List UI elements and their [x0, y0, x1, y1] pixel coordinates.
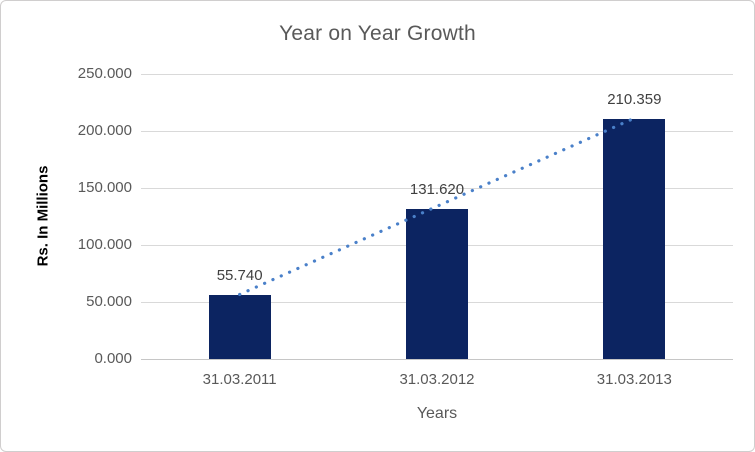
x-axis-line — [141, 358, 733, 360]
y-tick-label: 250.000 — [77, 65, 132, 82]
y-gridline — [141, 73, 733, 75]
y-tick-label: 0.000 — [94, 350, 132, 367]
chart-title: Year on Year Growth — [279, 22, 476, 45]
x-tick-label: 31.03.2012 — [399, 371, 475, 388]
y-tick-label: 100.000 — [77, 236, 132, 253]
bar-data-label: 55.740 — [216, 267, 263, 285]
y-tick-label: 50.000 — [86, 293, 132, 310]
bar-31.03.2013 — [603, 119, 666, 359]
bar-data-label: 131.620 — [409, 180, 465, 198]
bar-data-label: 210.359 — [607, 91, 662, 109]
y-tick-label: 150.000 — [77, 179, 132, 196]
x-tick-label: 31.03.2011 — [202, 371, 277, 388]
bar-31.03.2011 — [208, 295, 271, 359]
x-tick-label: 31.03.2013 — [596, 371, 672, 388]
x-axis-title: Years — [416, 405, 458, 422]
y-tick-label: 200.000 — [77, 122, 132, 139]
bar-31.03.2012 — [406, 208, 468, 359]
